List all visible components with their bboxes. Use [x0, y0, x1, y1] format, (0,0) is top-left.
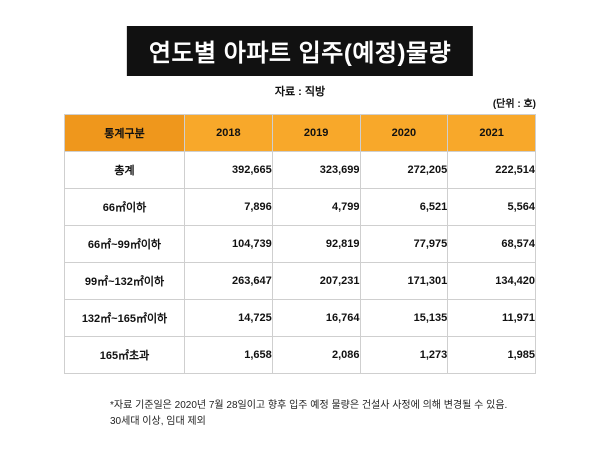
cell-value: 77,975 — [359, 225, 449, 263]
unit-label: (단위 : 호) — [492, 99, 536, 110]
header-cell-2021: 2021 — [447, 114, 536, 152]
header-cell-2018: 2018 — [184, 114, 273, 152]
table-row-total: 총계 392,665 323,699 272,205 222,514 — [64, 151, 536, 189]
cell-value: 207,231 — [271, 262, 361, 300]
cell-value: 222,514 — [447, 151, 536, 189]
footnote-line-2: 30세대 이상, 임대 제외 — [110, 415, 206, 427]
cell-value: 14,725 — [184, 299, 273, 337]
row-label: 99㎡~132㎡이하 — [64, 262, 185, 300]
cell-value: 263,647 — [184, 262, 273, 300]
page-title: 연도별 아파트 입주(예정)물량 — [126, 26, 474, 76]
cell-value: 392,665 — [184, 151, 273, 189]
cell-value: 323,699 — [271, 151, 361, 189]
cell-value: 6,521 — [359, 188, 449, 226]
cell-value: 1,985 — [447, 336, 536, 374]
table-row-132-165: 132㎡~165㎡이하 14,725 16,764 15,135 11,971 — [64, 299, 536, 337]
cell-value: 1,273 — [359, 336, 449, 374]
cell-value: 11,971 — [447, 299, 536, 337]
cell-value: 16,764 — [271, 299, 361, 337]
table-row-99-132: 99㎡~132㎡이하 263,647 207,231 171,301 134,4… — [64, 262, 536, 300]
row-label: 165㎡초과 — [64, 336, 185, 374]
row-label: 66㎡이하 — [64, 188, 185, 226]
cell-value: 104,739 — [184, 225, 273, 263]
cell-value: 134,420 — [447, 262, 536, 300]
table-row-under-66: 66㎡이하 7,896 4,799 6,521 5,564 — [64, 188, 536, 226]
header-cell-category: 통계구분 — [64, 114, 185, 152]
data-table: 통계구분 2018 2019 2020 2021 총계 392,665 323,… — [64, 114, 536, 374]
footnote: *자료 기준일은 2020년 7월 28일이고 향후 입주 예정 물량은 건설사… — [110, 398, 507, 429]
cell-value: 92,819 — [271, 225, 361, 263]
row-label: 총계 — [64, 151, 185, 189]
source-label: 자료 : 직방 — [274, 86, 326, 98]
cell-value: 272,205 — [359, 151, 449, 189]
cell-value: 15,135 — [359, 299, 449, 337]
table-body: 총계 392,665 323,699 272,205 222,514 66㎡이하… — [64, 151, 536, 374]
header-cell-2020: 2020 — [359, 114, 449, 152]
header-row: 통계구분 2018 2019 2020 2021 — [64, 114, 536, 152]
row-label: 132㎡~165㎡이하 — [64, 299, 185, 337]
table-row-over-165: 165㎡초과 1,658 2,086 1,273 1,985 — [64, 336, 536, 374]
footnote-line-1: *자료 기준일은 2020년 7월 28일이고 향후 입주 예정 물량은 건설사… — [110, 400, 508, 411]
table-row-66-99: 66㎡~99㎡이하 104,739 92,819 77,975 68,574 — [64, 225, 536, 263]
cell-value: 7,896 — [184, 188, 273, 226]
cell-value: 68,574 — [447, 225, 536, 263]
cell-value: 171,301 — [359, 262, 449, 300]
header-cell-2019: 2019 — [271, 114, 361, 152]
cell-value: 1,658 — [184, 336, 273, 374]
table-header: 통계구분 2018 2019 2020 2021 — [64, 114, 536, 152]
row-label: 66㎡~99㎡이하 — [64, 225, 185, 263]
cell-value: 2,086 — [271, 336, 361, 374]
cell-value: 5,564 — [447, 188, 536, 226]
cell-value: 4,799 — [271, 188, 361, 226]
